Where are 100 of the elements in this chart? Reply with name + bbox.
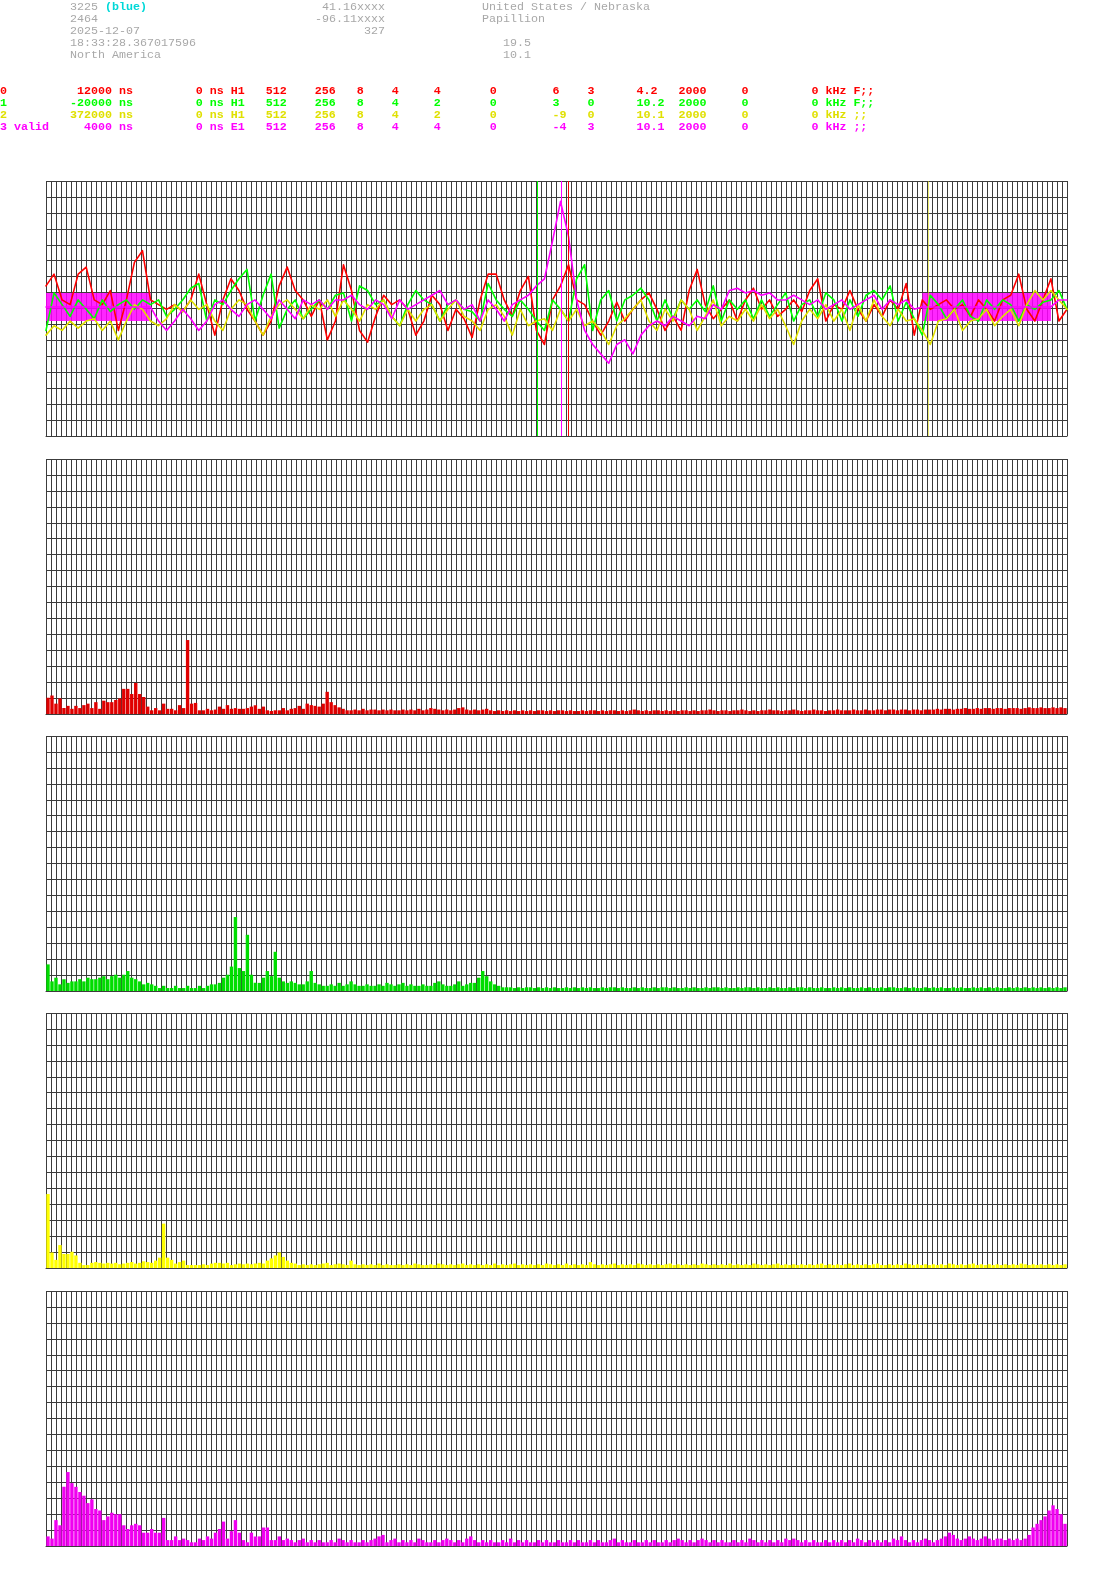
bar [796,710,800,714]
bar [1019,1263,1023,1268]
bar [149,710,154,714]
bar [524,711,529,714]
bar [648,711,652,714]
bar [98,1510,102,1546]
bar [377,984,381,991]
bar [1015,1538,1019,1546]
bar [824,1540,828,1546]
bar [58,698,62,714]
bar [325,985,329,991]
bar [680,710,684,714]
bar [835,1264,840,1268]
bar [381,709,385,714]
bar [110,1512,114,1546]
bar [477,1264,481,1268]
bar [281,708,285,714]
bar [345,1542,349,1546]
bar [915,1264,920,1268]
bar [369,985,373,991]
bar [337,1263,341,1268]
bar [828,1264,832,1268]
bar [329,984,333,991]
bar [449,710,453,714]
bar [871,988,876,991]
bar [871,1264,876,1268]
bar [600,1264,605,1268]
bar [485,1542,489,1546]
bar [684,710,688,714]
bar [768,987,772,991]
text: 3 valid 4000 ns 0 ns E1 512 256 8 4 4 0 -4 3 10.1 2000 0 0 kHz ;; [0,120,869,134]
text: 2464 [70,12,98,26]
bar [381,1265,385,1268]
bar [784,988,788,991]
bar [847,710,852,714]
bar [333,985,337,991]
bar [660,711,664,714]
bar [987,708,991,714]
bar [1031,1264,1035,1268]
bar [1011,1540,1015,1546]
bar [812,1540,816,1546]
bar [82,1265,86,1268]
bar [668,1263,672,1268]
bar [772,1542,776,1546]
bar [417,708,421,714]
bar [588,1262,593,1268]
bar [66,1253,70,1268]
bar [297,1265,301,1268]
bar [169,1540,174,1546]
bar [568,710,573,714]
bar [903,1540,908,1546]
bar [66,705,70,714]
bar [385,1264,389,1268]
bar [552,1542,557,1546]
bar [664,987,668,991]
bar [975,1540,979,1546]
bar [397,984,401,991]
bar [720,988,724,991]
bar [692,1542,696,1546]
bar [592,1542,597,1546]
bar [863,1264,868,1268]
bar [700,710,704,714]
bar [804,710,808,714]
bar [672,710,676,714]
bar [831,987,836,991]
bar [341,1540,345,1546]
bar [752,988,756,991]
bar [859,710,864,714]
bar [843,988,848,991]
bar [604,1265,609,1268]
bar [532,1542,537,1546]
bar [688,1540,692,1546]
bar [457,1540,461,1546]
bar [676,1264,680,1268]
bar [1055,987,1059,991]
bar [293,708,297,714]
bar [756,711,760,714]
bar [277,1536,282,1546]
bar [804,988,808,991]
bar [939,987,944,991]
bar [317,1540,321,1546]
bar [764,710,768,714]
bar [943,1536,948,1546]
bar [804,1265,808,1268]
bar [808,1542,812,1546]
bar [409,984,413,991]
bar [967,988,971,991]
bar [792,1264,796,1268]
bar [413,1263,417,1268]
bar [512,1542,517,1546]
bar [596,1540,601,1546]
bar [991,1265,995,1268]
bar [644,710,648,714]
bar [50,695,54,714]
bar [780,1542,784,1546]
bar [177,988,182,991]
bar [875,1540,880,1546]
bar [401,1540,405,1546]
bar [656,988,660,991]
bar [616,711,621,714]
